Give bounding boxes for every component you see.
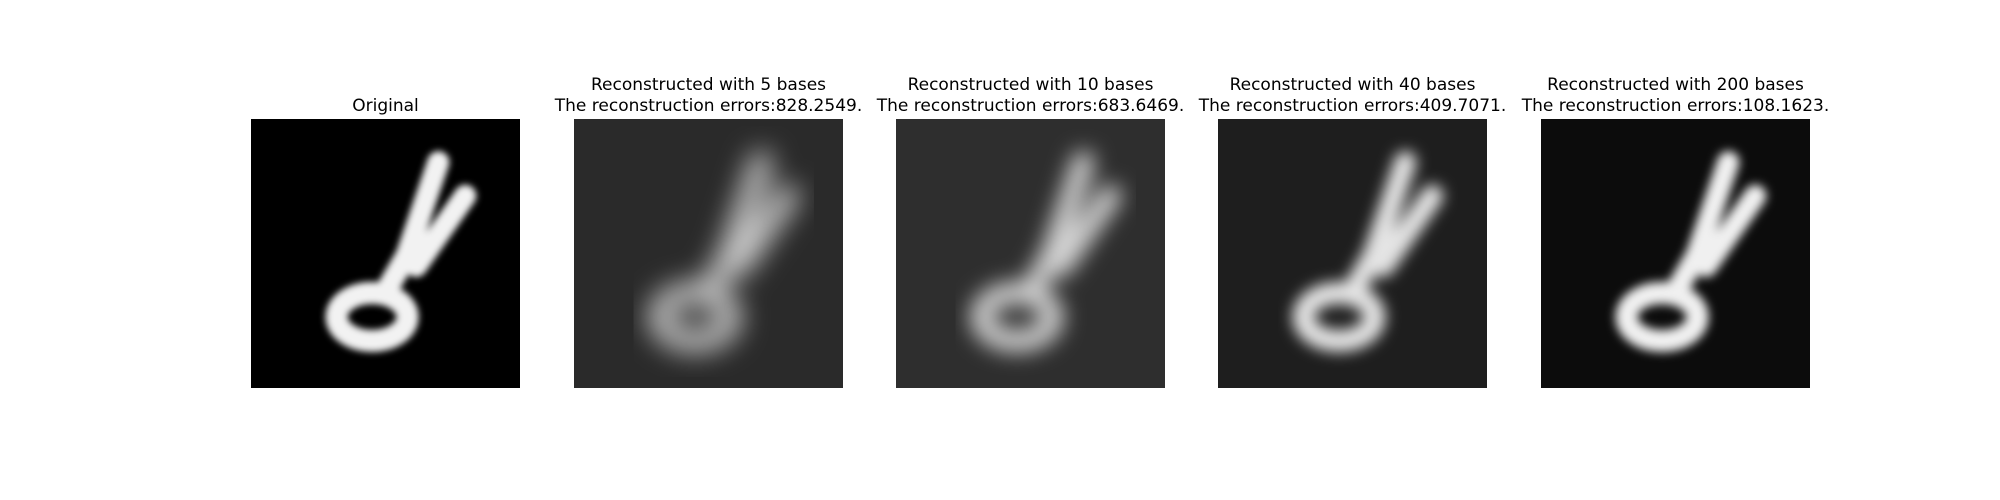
panel-title: The reconstruction errors:683.6469. xyxy=(876,96,1184,116)
panel-title: The reconstruction errors:108.1623. xyxy=(1521,96,1829,116)
panel: Original xyxy=(251,96,520,388)
panel-title: Reconstructed with 200 bases xyxy=(1547,75,1804,95)
panel-title: Original xyxy=(352,96,419,116)
panel-title: The reconstruction errors:409.7071. xyxy=(1198,96,1506,116)
panel-title: The reconstruction errors:828.2549. xyxy=(554,96,862,116)
panel-title: Reconstructed with 40 bases xyxy=(1230,75,1476,95)
panel-title: Reconstructed with 5 bases xyxy=(591,75,826,95)
panel-title: Reconstructed with 10 bases xyxy=(908,75,1154,95)
